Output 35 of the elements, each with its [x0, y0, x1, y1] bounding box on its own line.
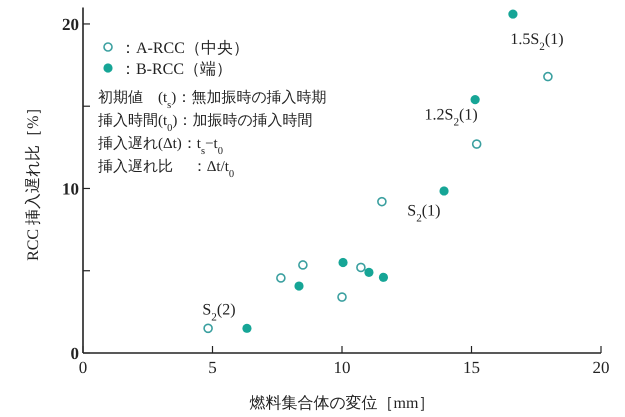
- x-tick-label: 10: [334, 358, 350, 377]
- annotation: 挿入時間(t$_{0}$)：加振時の挿入時間: [98, 112, 312, 134]
- y-tick-label: 10: [62, 179, 79, 198]
- point: [298, 260, 308, 270]
- y-tick-label: 0: [70, 344, 79, 363]
- point: [294, 281, 304, 291]
- point: [439, 186, 449, 196]
- x-axis-title: 燃料集合体の変位［mm］: [250, 394, 434, 412]
- point: [543, 72, 553, 82]
- annotation: 初期値 (t$_{s}$)：無加振時の挿入時期: [98, 89, 326, 110]
- point: [508, 9, 518, 19]
- point: [470, 95, 480, 104]
- point: [364, 268, 374, 277]
- annotation: 1.2S$_{2}$(1): [424, 106, 478, 129]
- legend-label: ：B-RCC（端）: [120, 60, 232, 78]
- point: [472, 139, 482, 149]
- point: [203, 324, 213, 334]
- y-tick-label: 20: [62, 14, 79, 34]
- annotation: 挿入遅れ比 ：Δt/t$_{0}$: [98, 158, 234, 180]
- point: [276, 273, 286, 283]
- point: [378, 272, 388, 282]
- annotation: S$_{2}$(2): [202, 301, 236, 324]
- y-axis-title: RCC 挿入遅れ比［%］: [24, 100, 42, 261]
- x-tick-label: 20: [592, 358, 610, 377]
- point: [338, 258, 348, 268]
- annotation: 1.5S$_{2}$(1): [510, 31, 564, 54]
- point: [377, 196, 387, 206]
- annotation: S$_{2}$(1): [407, 202, 440, 225]
- annotation: 挿入遅れ(Δt)：t$_{s}$−t$_{0}$: [98, 135, 223, 156]
- x-tick-label: 15: [463, 358, 480, 377]
- point: [337, 292, 347, 302]
- point: [242, 324, 252, 333]
- point: [356, 262, 366, 272]
- x-tick-label: 5: [208, 358, 217, 377]
- legend-label: ：A-RCC（中央）: [120, 39, 249, 57]
